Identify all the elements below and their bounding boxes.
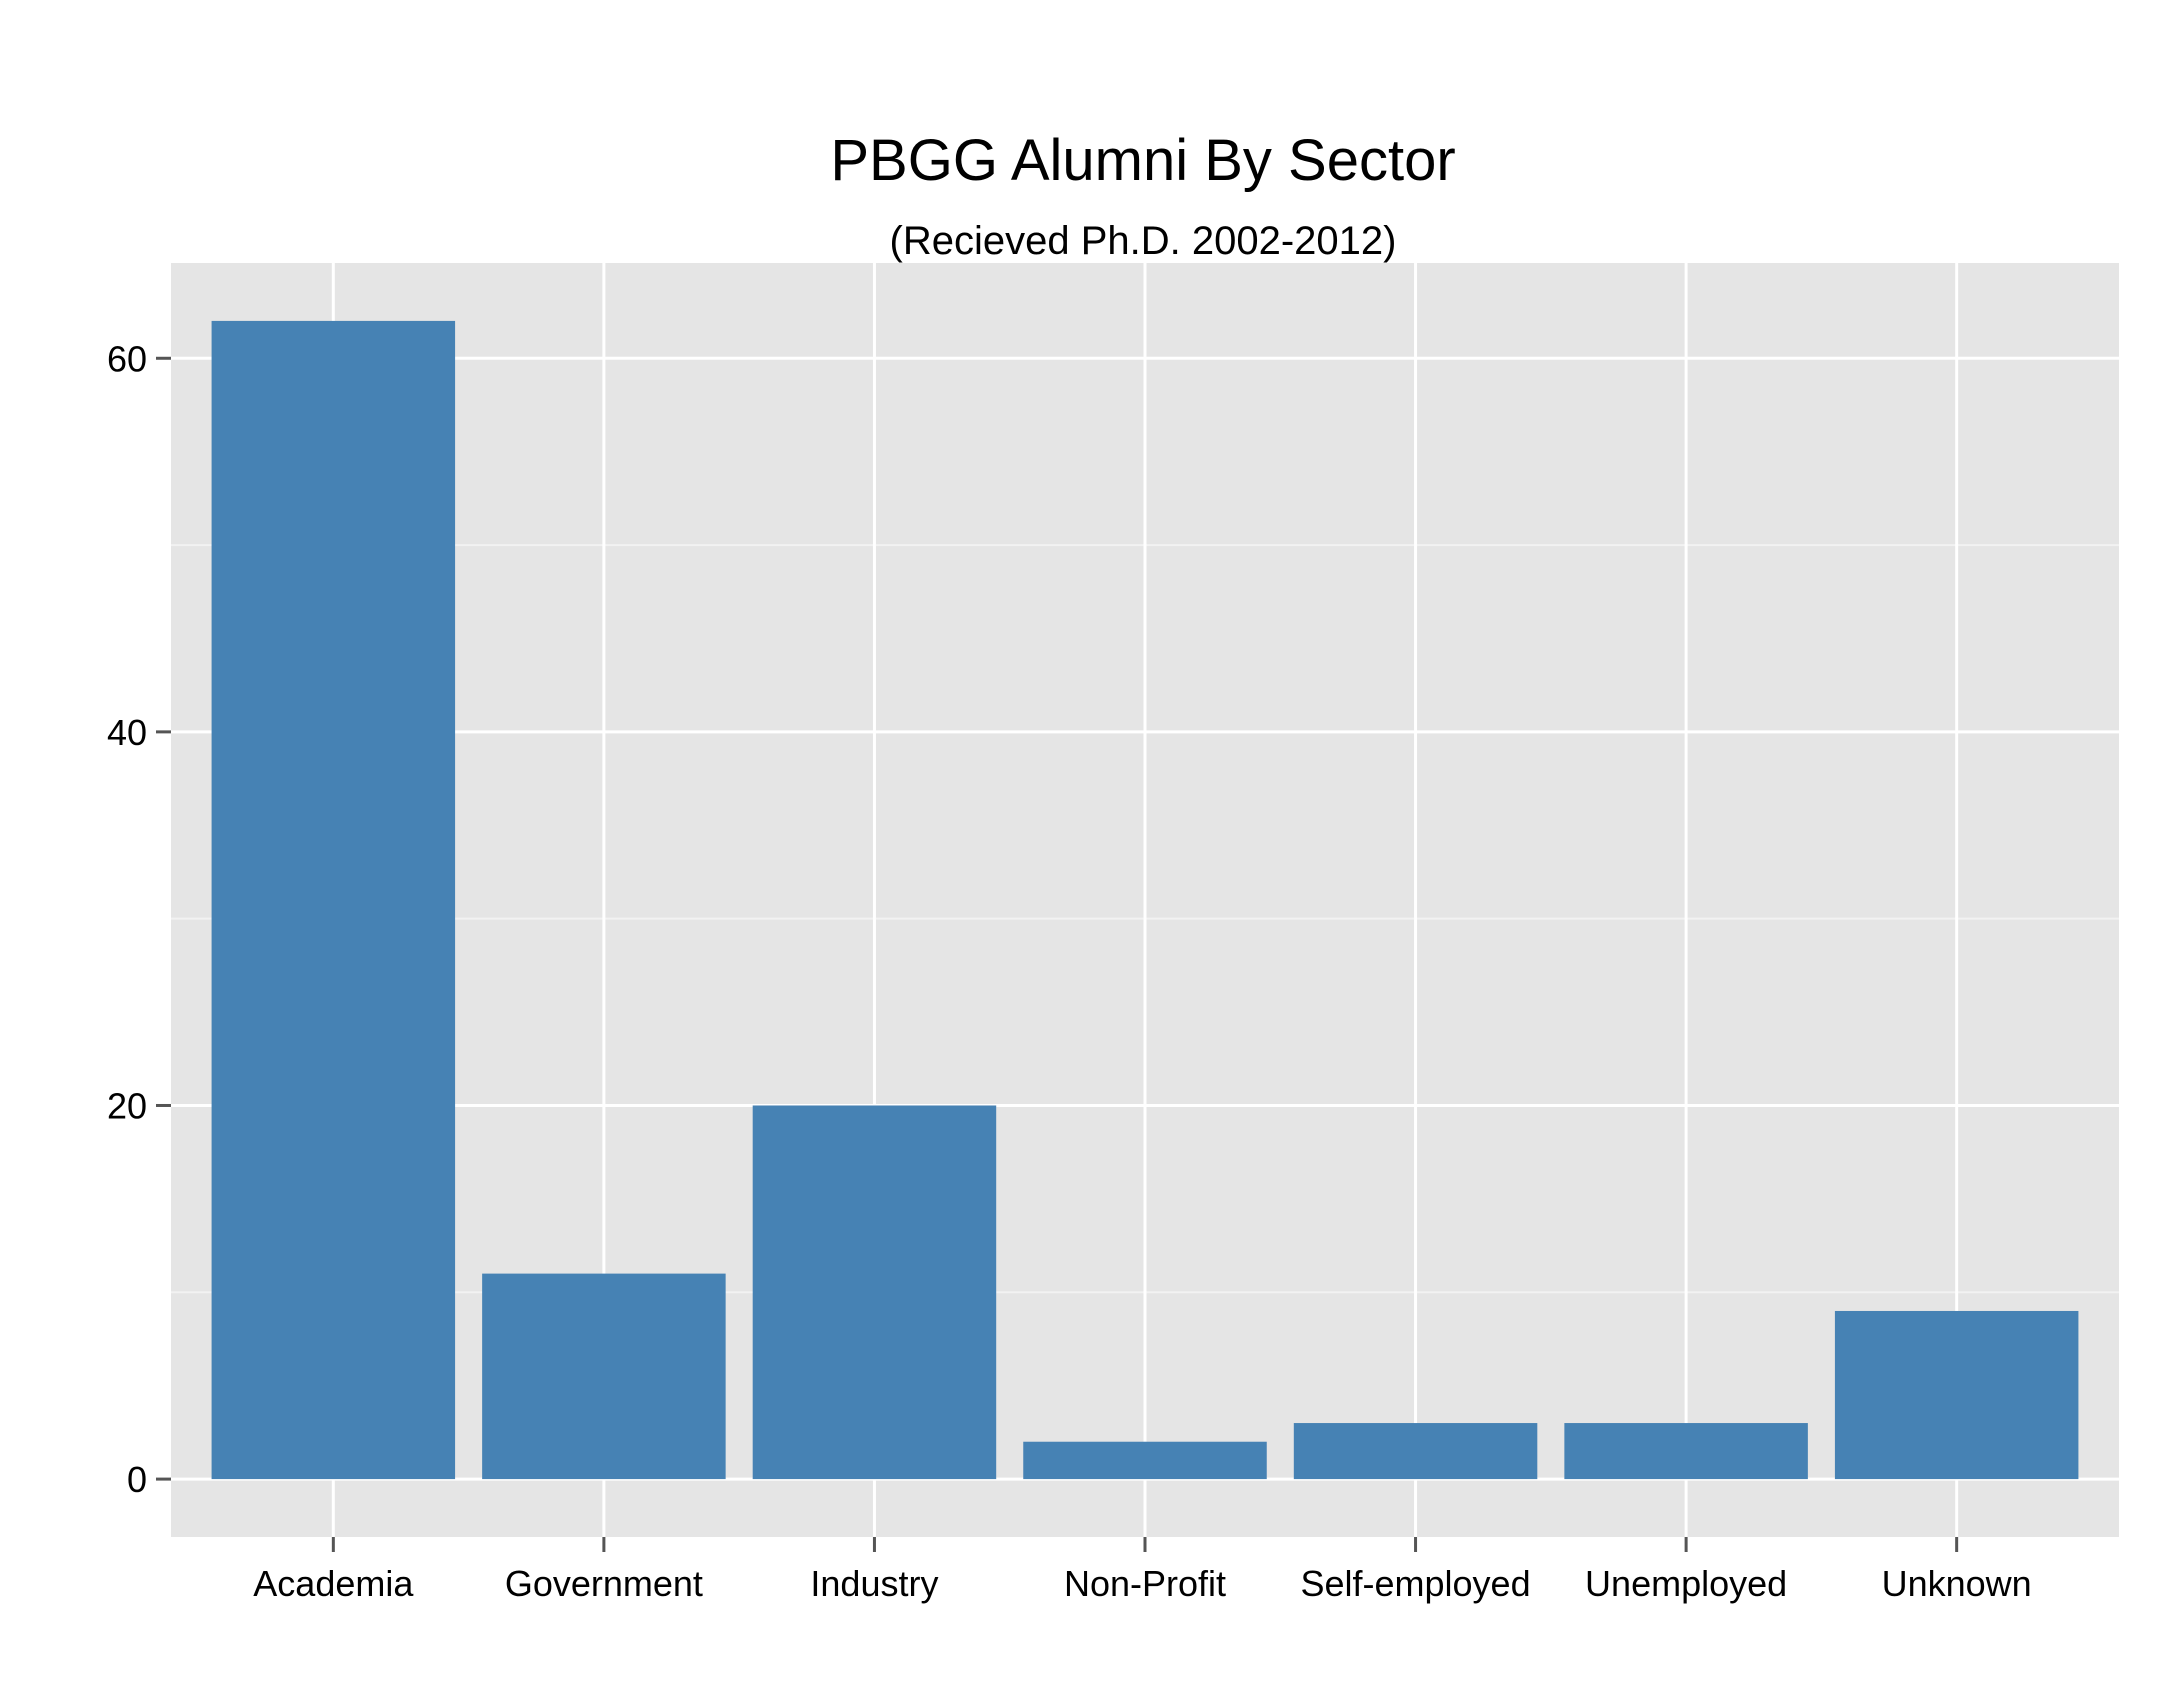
bar [482, 1273, 726, 1480]
x-tick-label: Unknown [1882, 1563, 2032, 1604]
x-tick-label: Non-Profit [1064, 1563, 1226, 1604]
bars [211, 320, 2079, 1480]
bar [1564, 1423, 1808, 1480]
x-axis: Academia Government Industry Non-Profit Self… [253, 1537, 2032, 1604]
x-tick-label: Industry [810, 1563, 938, 1604]
y-axis: 0 20 40 60 [107, 338, 171, 1500]
bar [211, 320, 456, 1480]
bar [752, 1105, 997, 1480]
x-tick-label: Academia [253, 1563, 414, 1604]
x-tick-label: Government [505, 1563, 703, 1604]
bar [1023, 1441, 1267, 1480]
x-tick-label: Self-employed [1300, 1563, 1530, 1604]
y-tick-label: 60 [107, 338, 147, 379]
bar [1293, 1423, 1538, 1480]
x-tick-label: Unemployed [1585, 1563, 1787, 1604]
y-tick-label: 0 [127, 1459, 147, 1500]
bar [1834, 1310, 2079, 1480]
y-tick-label: 40 [107, 712, 147, 753]
chart-title: PBGG Alumni By Sector [830, 128, 1455, 193]
y-tick-label: 20 [107, 1085, 147, 1126]
chart-subtitle: (Recieved Ph.D. 2002-2012) [890, 219, 1397, 263]
